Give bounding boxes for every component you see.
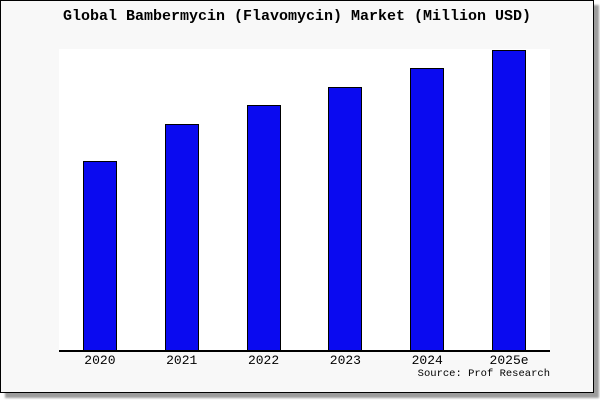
x-tick-2020: 2020 — [84, 353, 116, 368]
bar-slot-2021 — [141, 49, 223, 350]
x-axis-ticks: 2020 2021 2022 2023 2024 2025e — [59, 354, 550, 368]
x-tick-2022: 2022 — [247, 353, 280, 368]
bar-slot-2025e — [468, 49, 550, 350]
chart-figure: Global Bambermycin (Flavomycin) Market (… — [0, 0, 594, 393]
bar-slot-2022 — [223, 49, 305, 350]
x-tick-2025e: 2025e — [489, 353, 529, 368]
x-tick-2023: 2023 — [329, 353, 361, 368]
bar-slot-2020 — [59, 49, 141, 350]
chart-title: Global Bambermycin (Flavomycin) Market (… — [62, 8, 532, 25]
plot-area — [59, 49, 550, 352]
bar-2022 — [246, 105, 281, 350]
bar-2024 — [410, 68, 445, 350]
bar-2025e — [492, 50, 527, 350]
bar-slot-2023 — [304, 49, 386, 350]
x-tick-2024: 2024 — [411, 353, 443, 368]
bar-2021 — [164, 124, 199, 350]
source-note: Source: Prof Research — [417, 368, 550, 380]
bar-2023 — [328, 87, 363, 350]
x-tick-2021: 2021 — [166, 353, 198, 368]
bar-2020 — [82, 161, 117, 350]
bar-slot-2024 — [386, 49, 468, 350]
